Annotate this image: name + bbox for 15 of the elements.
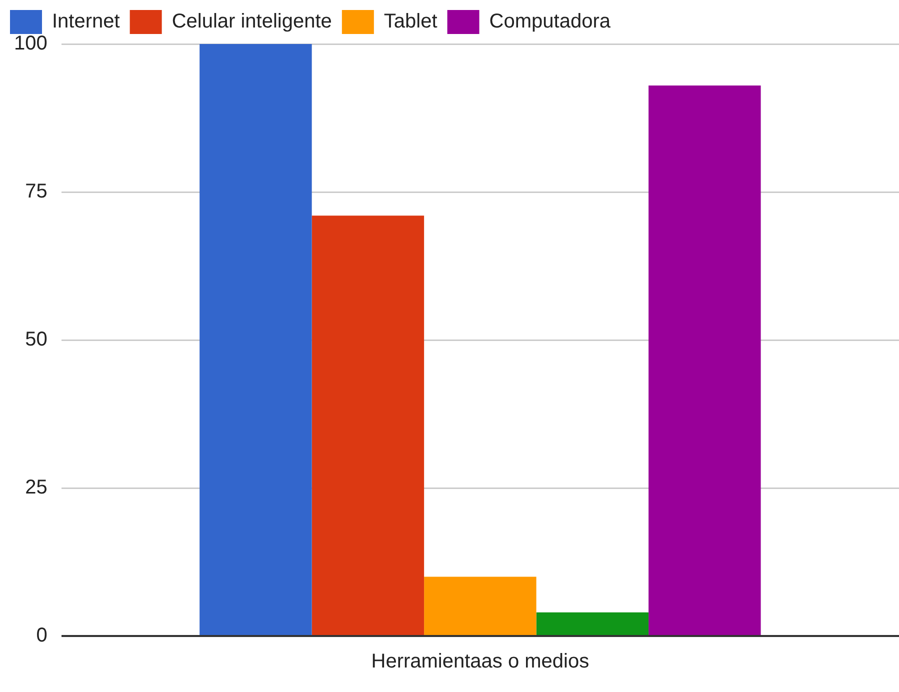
x-tick-label: Herramientaas o medios <box>371 650 590 673</box>
legend-label: Computadora <box>489 10 612 33</box>
bar <box>424 576 536 635</box>
bar <box>200 44 312 635</box>
legend-label: Internet <box>52 10 120 33</box>
bar <box>312 216 424 635</box>
legend-label: Tablet <box>384 10 438 33</box>
bar <box>648 85 761 635</box>
y-tick-label: 75 <box>25 180 48 203</box>
y-tick-label: 50 <box>25 328 48 351</box>
y-tick-label: 100 <box>14 32 48 55</box>
bar <box>536 612 649 635</box>
legend-label: Celular inteligente <box>172 10 332 33</box>
y-tick-label: 25 <box>25 476 48 499</box>
y-tick-label: 0 <box>36 624 48 647</box>
